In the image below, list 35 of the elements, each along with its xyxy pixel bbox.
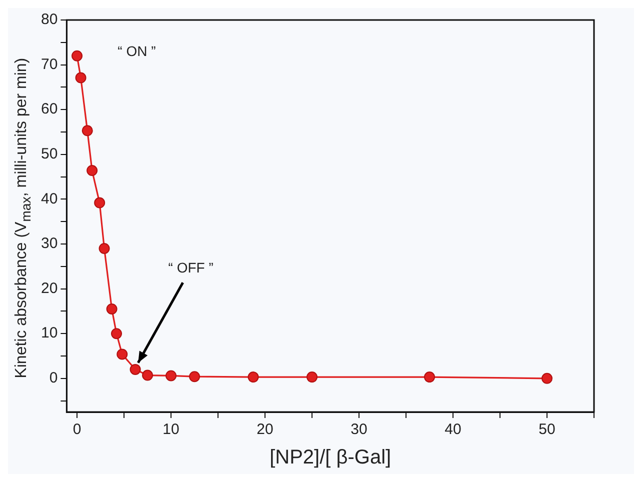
y-tick-label: 20 — [40, 280, 58, 297]
point — [75, 72, 86, 84]
x-tick-label: 50 — [538, 421, 556, 438]
point — [130, 364, 141, 375]
x-tick-label: 30 — [350, 421, 368, 438]
point — [189, 371, 200, 382]
point — [424, 372, 436, 383]
point — [86, 165, 98, 176]
x-axis-title: [NP2]/[ β-Gal] — [270, 446, 392, 469]
y-tick-label: 70 — [40, 56, 58, 73]
annotation: “ ON ” — [118, 42, 156, 59]
point — [111, 328, 122, 340]
y-tick-label: 0 — [49, 370, 58, 387]
x-tick-label: 10 — [162, 421, 180, 438]
x-tick-label: 0 — [72, 421, 82, 438]
point — [306, 372, 318, 383]
y-tick-label: 30 — [40, 235, 58, 252]
point — [82, 125, 93, 136]
x-tick-label: 40 — [444, 421, 462, 438]
y-tick-label: 80 — [40, 11, 58, 28]
annotation: “ OFF ” — [168, 260, 214, 276]
y-tick-label: 40 — [40, 190, 58, 208]
x-tick-label: 20 — [256, 421, 274, 438]
point — [116, 348, 128, 360]
point — [106, 303, 118, 314]
point — [94, 197, 106, 208]
y-tick-label: 10 — [40, 324, 58, 342]
point — [248, 372, 259, 383]
point — [142, 370, 154, 381]
point — [542, 372, 552, 384]
y-tick-label: 50 — [40, 146, 58, 163]
y-tick-label: 60 — [40, 100, 58, 118]
point — [166, 370, 177, 382]
point — [98, 242, 110, 254]
point — [72, 50, 83, 62]
